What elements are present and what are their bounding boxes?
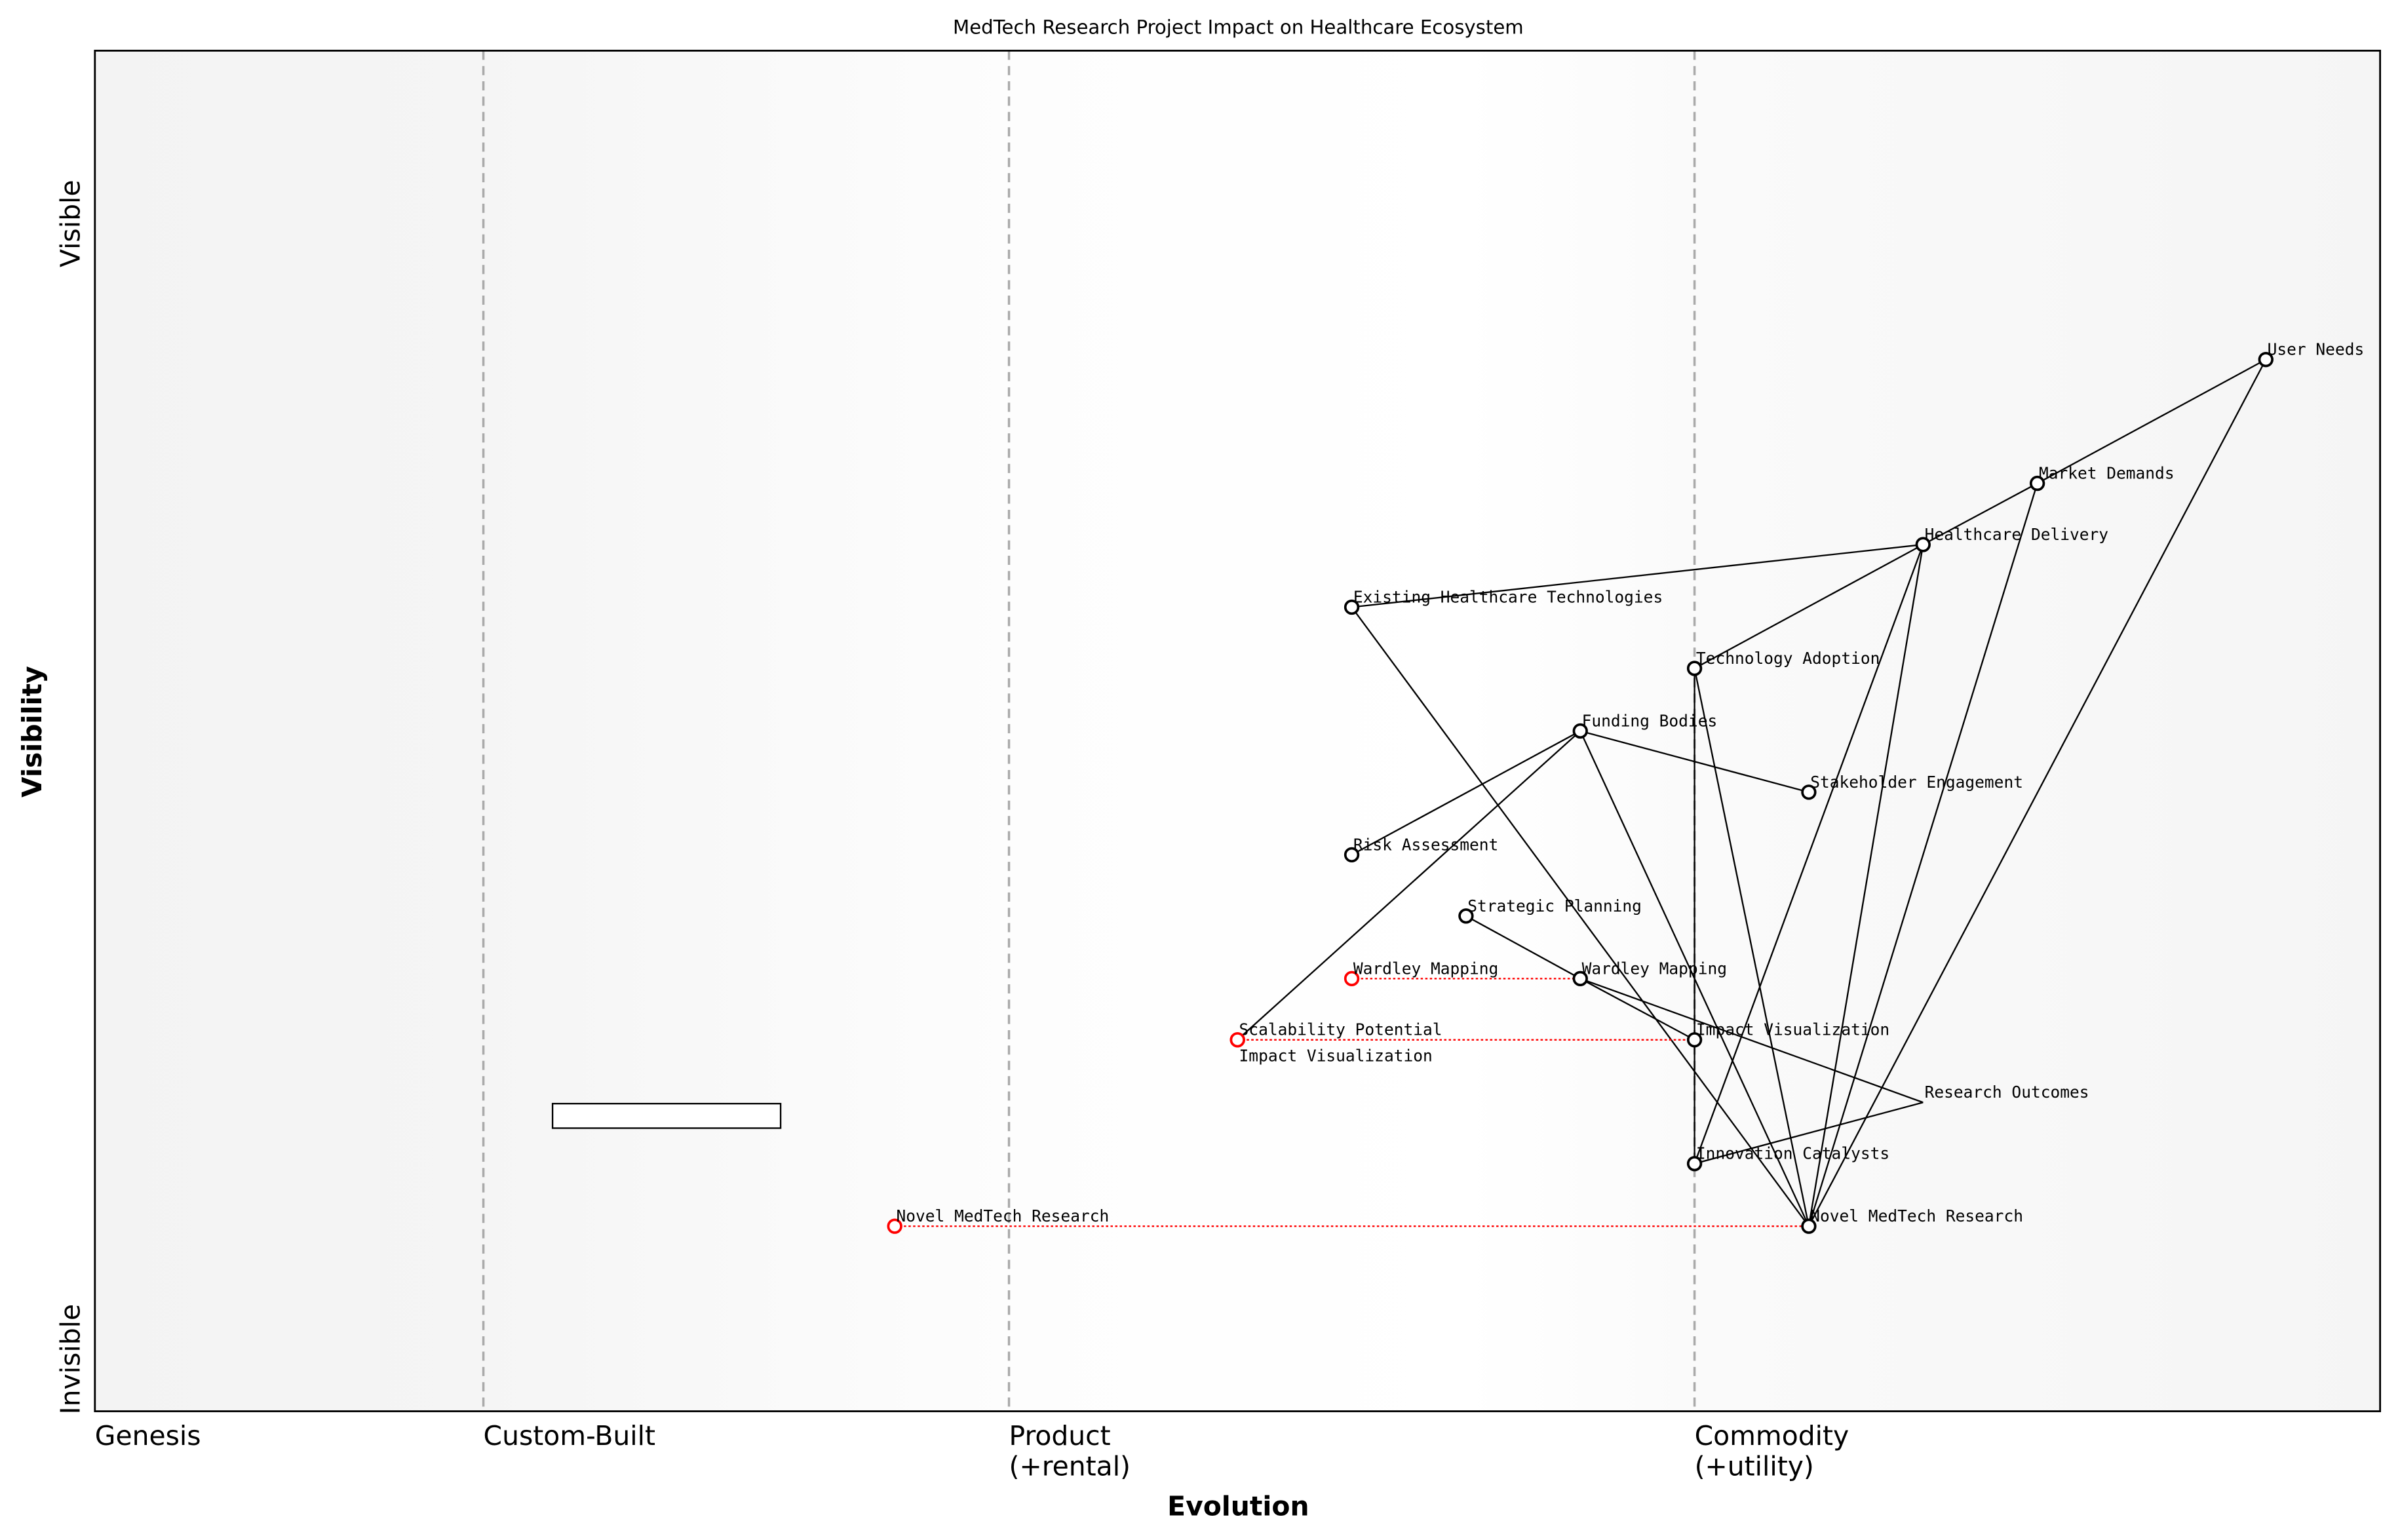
y-bottom-label: Invisible <box>54 1304 86 1415</box>
dependency-link <box>1694 543 1924 669</box>
plot-area <box>94 50 2380 1412</box>
dependency-link <box>1351 606 1810 1227</box>
y-axis-label: Visibility <box>16 666 48 798</box>
component-funding-bodies[interactable]: Funding Bodies <box>1572 711 1718 739</box>
component-label: Technology Adoption <box>1696 649 1880 668</box>
evolved-impact-visualization[interactable]: Impact Visualization <box>1229 1032 1433 1066</box>
component-marker[interactable] <box>1801 1218 1817 1234</box>
dependency-link <box>1237 730 1581 1041</box>
component-marker[interactable] <box>1344 599 1360 615</box>
evolved-novel-medtech-research[interactable]: Novel MedTech Research <box>887 1206 1110 1234</box>
component-strategic-planning[interactable]: Strategic Planning <box>1458 896 1642 924</box>
component-label: Wardley Mapping <box>1582 959 1727 978</box>
component-label: Impact Visualization <box>1696 1020 1889 1039</box>
component-label: Novel MedTech Research <box>1810 1206 2023 1225</box>
dependency-link <box>1808 544 1924 1227</box>
x-tick-custom-built: Custom-Built <box>484 1420 655 1452</box>
plot-frame <box>94 49 2382 1412</box>
evolved-marker[interactable] <box>887 1218 902 1234</box>
component-user-needs[interactable]: User Needs <box>2258 340 2365 368</box>
x-tick-sublabel: (+rental) <box>1009 1451 1131 1482</box>
component-marker[interactable] <box>1686 1156 1703 1172</box>
y-top-label: Visible <box>54 180 86 267</box>
component-healthcare-delivery[interactable]: Healthcare Delivery <box>1915 525 2108 552</box>
x-tick-product: Product <box>1009 1420 1111 1452</box>
dependency-link <box>1579 978 1695 1041</box>
dependency-link <box>1579 978 1924 1104</box>
dependency-link <box>1351 543 1924 608</box>
x-tick-genesis: Genesis <box>95 1420 201 1452</box>
component-existing-healthcare-technologies[interactable]: Existing Healthcare Technologies <box>1344 588 1663 615</box>
evolved-wardley-mapping[interactable]: Wardley Mapping <box>1344 959 1499 986</box>
component-stakeholder-engagement[interactable]: Stakeholder Engagement <box>1801 773 2023 800</box>
component-marker[interactable] <box>2029 475 2045 491</box>
component-marker[interactable] <box>1344 847 1360 863</box>
component-innovation-catalysts[interactable]: Innovation Catalysts <box>1686 1144 1889 1172</box>
dependency-link <box>1694 1102 1924 1165</box>
evolved-marker[interactable] <box>1229 1032 1245 1048</box>
x-axis-label: Evolution <box>1167 1490 1309 1522</box>
component-marker[interactable] <box>1572 723 1588 739</box>
map-title: MedTech Research Project Impact on Healt… <box>953 16 1524 39</box>
component-marker[interactable] <box>1458 908 1474 924</box>
component-label: Existing Healthcare Technologies <box>1353 588 1663 607</box>
component-market-demands[interactable]: Market Demands <box>2029 464 2175 491</box>
component-novel-medtech-research[interactable]: Novel MedTech Research <box>1801 1206 2023 1234</box>
dependency-link <box>1694 668 1810 1227</box>
component-marker[interactable] <box>1915 537 1931 552</box>
component-label: Research Outcomes <box>1925 1083 2089 1102</box>
annotation-box <box>551 1102 782 1129</box>
dependency-link <box>1808 483 2038 1227</box>
dependency-link <box>1465 915 1581 980</box>
dependency-link <box>1808 359 2267 1227</box>
component-risk-assessment[interactable]: Risk Assessment <box>1344 835 1499 863</box>
component-label: Market Demands <box>2039 464 2175 483</box>
x-tick-sublabel: (+utility) <box>1695 1451 1814 1482</box>
component-label: Risk Assessment <box>1353 835 1498 854</box>
component-marker[interactable] <box>1686 661 1703 676</box>
evolved-label: Impact Visualization <box>1239 1046 1433 1065</box>
component-label: Stakeholder Engagement <box>1810 773 2023 792</box>
evolved-label: Wardley Mapping <box>1353 959 1498 978</box>
dependency-link <box>2037 358 2266 484</box>
component-wardley-mapping[interactable]: Wardley Mapping <box>1572 959 1727 986</box>
evolved-label: Novel MedTech Research <box>897 1206 1110 1225</box>
component-label: User Needs <box>2268 340 2365 359</box>
dependency-link <box>1922 482 2038 546</box>
component-technology-adoption[interactable]: Technology Adoption <box>1686 649 1880 676</box>
component-impact-visualization[interactable]: Impact Visualization <box>1686 1020 1889 1048</box>
dependency-link <box>1351 730 1581 856</box>
component-label: Healthcare Delivery <box>1925 525 2108 544</box>
component-label: Funding Bodies <box>1582 711 1718 730</box>
component-label: Strategic Planning <box>1467 896 1642 915</box>
dependency-link <box>1579 730 1810 794</box>
component-marker[interactable] <box>1801 784 1817 800</box>
x-tick-commodity: Commodity <box>1695 1420 1849 1452</box>
component-research-outcomes[interactable]: Research Outcomes <box>1925 1083 2089 1102</box>
component-marker[interactable] <box>2258 351 2274 368</box>
component-marker[interactable] <box>1572 971 1588 986</box>
component-label: Innovation Catalysts <box>1696 1144 1889 1163</box>
evolved-label: Scalability Potential <box>1239 1020 1442 1039</box>
evolved-marker[interactable] <box>1344 971 1360 986</box>
component-marker[interactable] <box>1686 1032 1703 1048</box>
